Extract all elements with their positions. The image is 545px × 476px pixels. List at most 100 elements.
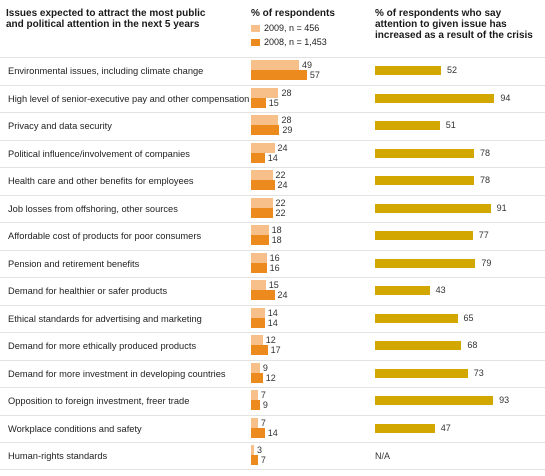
bar-2009 <box>251 417 258 428</box>
attention-column-header: % of respondents who say attention to gi… <box>375 8 533 41</box>
value-label-2008: 17 <box>270 345 281 355</box>
legend-2008: 2008, n = 1,453 <box>251 37 327 47</box>
bar-2009 <box>251 307 265 318</box>
chart-row: Privacy and data security 28 29 51 <box>0 112 545 140</box>
attention-bar <box>375 148 475 158</box>
chart-row: Opposition to foreign investment, freer … <box>0 387 545 415</box>
chart-rows: Environmental issues, including climate … <box>0 57 545 470</box>
value-label-2009: 7 <box>260 417 266 428</box>
attention-value-label: 68 <box>467 340 478 350</box>
category-label: Job losses from offshoring, other source… <box>8 203 178 214</box>
chart-row: Political influence/involvement of compa… <box>0 139 545 168</box>
value-label-2009: 18 <box>271 225 282 235</box>
respondents-column-header: % of respondents <box>251 8 335 19</box>
attention-value-label: 51 <box>445 120 456 130</box>
bar-2008 <box>251 427 265 438</box>
attention-bar <box>375 93 495 103</box>
attention-bar <box>375 258 476 268</box>
bar-2008 <box>251 455 258 465</box>
value-label-2009: 12 <box>265 335 276 345</box>
attention-bar <box>375 313 458 323</box>
value-label-2008: 12 <box>265 372 276 383</box>
value-label-2008: 7 <box>260 455 266 465</box>
value-label-2008: 14 <box>267 427 278 438</box>
category-label: Demand for healthier or safer products <box>8 286 168 296</box>
legend-label-2009: 2009, n = 456 <box>264 23 320 33</box>
attention-value-label: 93 <box>499 395 510 405</box>
bar-2008 <box>251 180 275 190</box>
attention-bar <box>375 121 440 130</box>
value-label-2009: 28 <box>281 87 292 98</box>
na-label: N/A <box>375 451 391 461</box>
value-label-2008: 57 <box>309 70 320 80</box>
bar-2009 <box>251 142 275 153</box>
bar-2009 <box>251 252 267 263</box>
attention-value-label: 78 <box>480 147 491 158</box>
value-label-2008: 16 <box>269 262 280 273</box>
bar-2008 <box>251 207 273 218</box>
bar-2009 <box>251 280 266 290</box>
attention-bar <box>375 231 473 240</box>
attention-bar <box>375 423 435 433</box>
category-label: Workplace conditions and safety <box>8 423 142 434</box>
attention-value-label: 43 <box>435 285 446 295</box>
chart-row: Job losses from offshoring, other source… <box>0 194 545 223</box>
category-label: Human-rights standards <box>8 451 108 461</box>
category-label: High level of senior-executive pay and o… <box>8 93 250 104</box>
bar-2008 <box>251 372 263 383</box>
chart-row: Demand for more ethically produced produ… <box>0 332 545 360</box>
value-label-2008: 22 <box>275 207 286 218</box>
value-label-2009: 14 <box>267 307 278 318</box>
bar-2009 <box>251 445 254 455</box>
value-label-2009: 16 <box>269 252 280 263</box>
value-label-2008: 15 <box>268 97 279 108</box>
chart-row: High level of senior-executive pay and o… <box>0 84 545 113</box>
bar-2008 <box>251 125 280 135</box>
attention-value-label: 77 <box>478 230 489 240</box>
value-label-2009: 24 <box>277 142 288 153</box>
attention-value-label: 73 <box>473 367 484 378</box>
category-label: Opposition to foreign investment, freer … <box>8 396 190 406</box>
chart-row: Demand for more investment in developing… <box>0 359 545 388</box>
attention-bar <box>375 396 494 405</box>
bar-2008 <box>251 290 275 300</box>
value-label-2008: 24 <box>277 290 288 300</box>
attention-value-label: 91 <box>496 202 507 213</box>
chart-row: Affordable cost of products for poor con… <box>0 222 545 250</box>
attention-value-label: 94 <box>500 92 511 103</box>
category-label: Demand for more investment in developing… <box>8 368 226 379</box>
category-label: Privacy and data security <box>8 121 112 131</box>
attention-value-label: 47 <box>440 422 451 433</box>
bar-2008 <box>251 235 269 245</box>
bar-2008 <box>251 317 265 328</box>
attention-bar <box>375 66 442 75</box>
category-label: Ethical standards for advertising and ma… <box>8 313 202 324</box>
category-label: Demand for more ethically produced produ… <box>8 341 197 351</box>
value-label-2008: 14 <box>267 152 278 163</box>
bar-2009 <box>251 390 258 400</box>
bar-2009 <box>251 335 263 345</box>
bar-2008 <box>251 262 267 273</box>
bar-2008 <box>251 152 265 163</box>
bar-2008 <box>251 97 266 108</box>
bar-2009 <box>251 115 279 125</box>
attention-value-label: 65 <box>463 312 474 323</box>
chart-row: Demand for healthier or safer products 15… <box>0 277 545 305</box>
value-label-2009: 28 <box>281 115 292 125</box>
bar-2009 <box>251 362 260 373</box>
category-label: Affordable cost of products for poor con… <box>8 231 202 241</box>
value-label-2008: 24 <box>277 180 288 190</box>
legend-label-2008: 2008, n = 1,453 <box>264 37 327 47</box>
attention-bar <box>375 368 468 378</box>
bar-2009 <box>251 170 273 180</box>
value-label-2009: 9 <box>262 362 268 373</box>
value-label-2009: 22 <box>275 170 286 180</box>
chart-row: Ethical standards for advertising and ma… <box>0 304 545 333</box>
bar-2009 <box>251 225 269 235</box>
bar-2008 <box>251 345 268 355</box>
category-label: Health care and other benefits for emplo… <box>8 176 194 186</box>
chart-row: Human-rights standards 3 7 N/A <box>0 442 545 470</box>
attention-bar <box>375 176 475 185</box>
legend-2009: 2009, n = 456 <box>251 23 319 33</box>
legend-swatch-2009 <box>251 24 260 32</box>
